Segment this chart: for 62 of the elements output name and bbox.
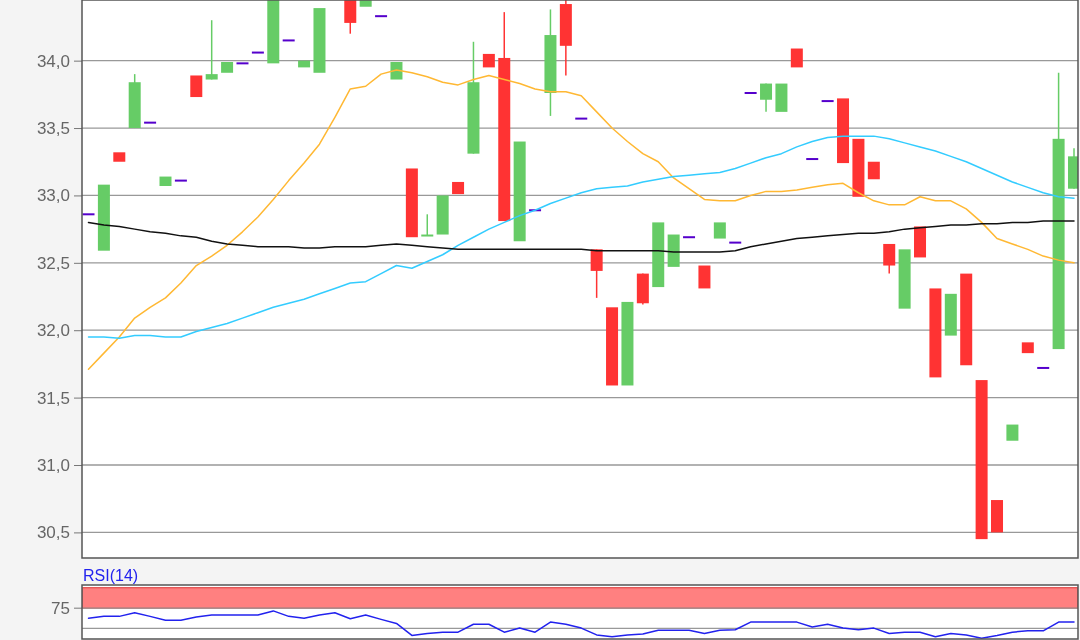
- y-tick-label: 30,5: [36, 523, 70, 543]
- candlestick: [1037, 366, 1050, 369]
- y-tick-label: 31,0: [36, 455, 70, 475]
- candlestick: [975, 380, 988, 540]
- candlestick: [97, 184, 110, 251]
- candlestick: [729, 241, 742, 244]
- candlestick: [821, 100, 834, 103]
- candlestick: [221, 62, 234, 73]
- candlestick: [713, 222, 726, 239]
- candlestick: [251, 51, 264, 54]
- candlestick: [313, 8, 326, 73]
- candlestick: [806, 158, 819, 161]
- candlestick: [606, 307, 619, 386]
- candlestick: [236, 62, 249, 65]
- candlestick: [883, 243, 896, 275]
- candlestick: [390, 62, 403, 80]
- candlestick: [159, 176, 172, 186]
- y-tick-label: 33,5: [36, 118, 70, 138]
- candlestick: [944, 293, 957, 336]
- candlestick: [482, 53, 495, 68]
- candlestick: [375, 15, 388, 18]
- candlestick: [760, 82, 773, 113]
- candlestick: [590, 248, 603, 299]
- candlestick: [837, 98, 850, 164]
- candlestick: [775, 83, 788, 112]
- candlestick: [421, 213, 434, 237]
- candlestick: [113, 152, 126, 162]
- y-tick-label: 34,0: [36, 51, 70, 71]
- candlestick: [790, 48, 803, 68]
- candlestick: [898, 249, 911, 309]
- candlestick: [144, 121, 157, 124]
- candlestick: [513, 141, 526, 242]
- candlestick: [991, 500, 1004, 533]
- y-tick-label: 32,0: [36, 321, 70, 341]
- candlestick: [205, 19, 218, 81]
- candlestick: [929, 288, 942, 378]
- y-tick-label: 31,5: [36, 388, 70, 408]
- candlestick: [436, 195, 449, 235]
- y-tick-label: 33,0: [36, 186, 70, 206]
- candlestick: [1021, 342, 1034, 354]
- candlestick: [267, 0, 280, 64]
- candlestick: [683, 236, 696, 239]
- candlestick: [652, 222, 665, 288]
- candlestick: [344, 0, 357, 35]
- candlestick: [82, 213, 95, 216]
- candlestick: [852, 138, 865, 197]
- y-tick-label: 32,5: [36, 253, 70, 273]
- text: 75: [51, 599, 70, 619]
- candlestick: [960, 273, 973, 366]
- candlestick: [621, 301, 634, 386]
- candlestick: [1006, 424, 1019, 441]
- candlestick: [174, 179, 187, 182]
- chart-title: RSI(14): [83, 567, 139, 584]
- candlestick: [698, 265, 711, 289]
- candlestick: [405, 168, 418, 238]
- candlestick: [575, 117, 588, 120]
- candlestick: [282, 39, 295, 42]
- candlestick: [867, 161, 880, 180]
- candlestick: [452, 181, 465, 195]
- candlestick: [667, 234, 680, 267]
- candlestick: [914, 226, 927, 258]
- candlestick: [190, 75, 203, 98]
